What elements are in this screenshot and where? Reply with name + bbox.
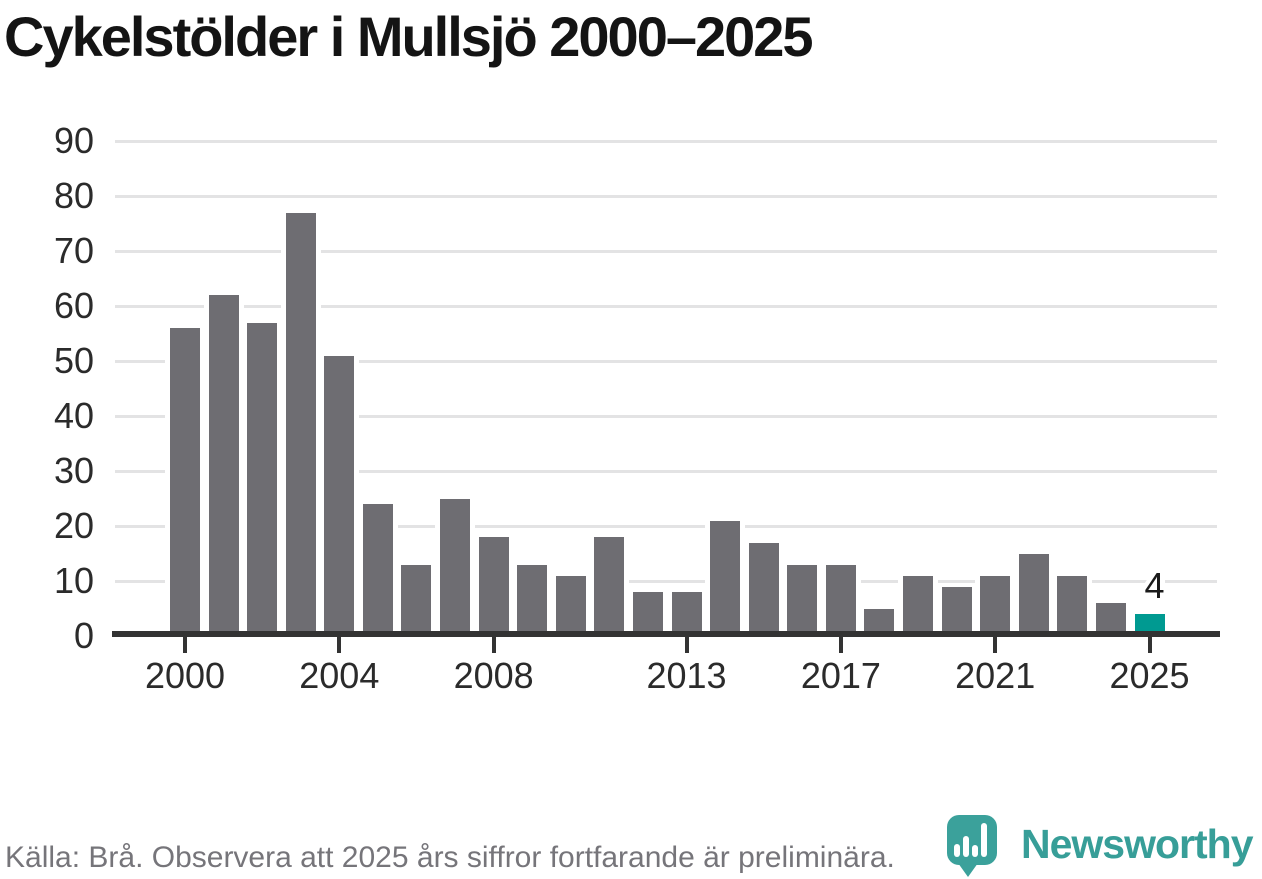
bar-2014 <box>710 520 741 636</box>
newsworthy-icon-bar-4 <box>981 823 987 857</box>
bar-2023 <box>1057 575 1088 636</box>
y-tick-label-0: 0 <box>73 615 94 656</box>
y-tick-label-80: 80 <box>53 175 94 216</box>
y-tick-label-90: 90 <box>53 120 94 161</box>
x-tick-label-2017: 2017 <box>800 655 881 696</box>
bar-2019 <box>903 575 934 636</box>
x-tick-label-2021: 2021 <box>955 655 1036 696</box>
y-tick-label-70: 70 <box>53 230 94 271</box>
bar-2008 <box>478 537 509 636</box>
bar-2011 <box>594 537 625 636</box>
bar-2001 <box>208 295 239 636</box>
x-tick-label-2025: 2025 <box>1109 655 1190 696</box>
bar-2024 <box>1095 603 1126 636</box>
newsworthy-wordmark: Newsworthy <box>1021 821 1253 867</box>
x-tick-label-2008: 2008 <box>453 655 534 696</box>
x-axis-tick-2025 <box>1147 637 1152 653</box>
bar-2015 <box>748 542 779 636</box>
x-axis-tick-2000 <box>183 637 187 653</box>
bar-2000 <box>170 328 200 636</box>
bar-2002 <box>247 322 278 636</box>
newsworthy-icon-bar-1 <box>954 844 960 857</box>
x-axis-tick-2013 <box>684 637 689 653</box>
bar-2003 <box>285 212 316 636</box>
x-axis-tick-2004 <box>337 637 342 653</box>
bar-2006 <box>401 564 432 636</box>
bar-2009 <box>517 564 548 636</box>
x-axis-tick-2008 <box>491 637 496 653</box>
y-gridline-70 <box>115 250 1217 253</box>
bar-2025 <box>1134 614 1165 636</box>
y-tick-label-30: 30 <box>53 450 94 491</box>
y-gridline-50 <box>115 360 1217 363</box>
bar-2012 <box>632 592 663 636</box>
y-gridline-80 <box>115 195 1217 198</box>
chart-title: Cykelstölder i Mullsjö 2000–2025 <box>4 5 814 68</box>
source-note: Källa: Brå. Observera att 2025 års siffr… <box>5 841 895 874</box>
newsworthy-pin-bar-chart-icon <box>947 815 997 865</box>
bar-2010 <box>555 575 586 636</box>
y-tick-label-20: 20 <box>53 505 94 546</box>
x-tick-label-2013: 2013 <box>646 655 727 696</box>
y-gridline-40 <box>115 415 1217 418</box>
y-gridline-20 <box>115 525 1217 528</box>
x-axis-tick-2017 <box>838 637 843 653</box>
bar-2021 <box>980 575 1011 636</box>
newsworthy-icon-bar-3 <box>972 845 978 857</box>
bar-2017 <box>825 564 856 636</box>
bar-2016 <box>787 564 818 636</box>
bar-2013 <box>671 592 702 636</box>
y-gridline-10 <box>115 580 1217 583</box>
y-gridline-30 <box>115 470 1217 473</box>
bar-2004 <box>324 355 355 636</box>
bar-2020 <box>941 586 972 636</box>
y-tick-label-50: 50 <box>53 340 94 381</box>
x-tick-label-2004: 2004 <box>299 655 380 696</box>
x-tick-label-2000: 2000 <box>144 655 226 696</box>
y-tick-label-40: 40 <box>53 395 94 436</box>
bar-2022 <box>1018 553 1049 636</box>
y-gridline-60 <box>115 305 1217 308</box>
y-tick-label-10: 10 <box>53 560 94 601</box>
y-gridline-90 <box>115 140 1217 143</box>
data-label-2025: 4 <box>1144 565 1165 606</box>
x-axis-tick-2021 <box>993 637 998 653</box>
newsworthy-icon-tail <box>958 863 978 877</box>
bar-2007 <box>440 498 471 636</box>
x-axis-line <box>112 631 1220 637</box>
newsworthy-icon-bar-2 <box>963 836 969 857</box>
y-tick-label-60: 60 <box>53 285 94 326</box>
bar-2005 <box>362 504 393 636</box>
